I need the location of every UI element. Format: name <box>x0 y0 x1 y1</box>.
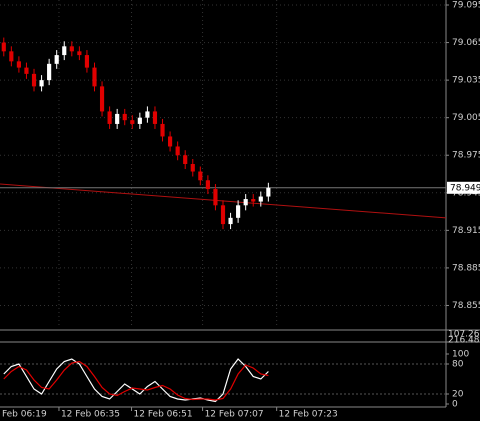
x-tick-label: 12 Feb 06:19 <box>0 410 47 420</box>
candle-body <box>16 61 21 68</box>
candle-body <box>107 111 112 124</box>
y-tick-label: 80 <box>452 360 464 370</box>
candle-body <box>243 199 248 206</box>
candle-body <box>99 86 105 112</box>
x-tick-label: 12 Feb 06:51 <box>134 410 193 420</box>
x-tick-label: 12 Feb 06:35 <box>61 410 120 420</box>
candle-body <box>258 196 263 202</box>
y-tick-label: 0 <box>452 400 458 410</box>
candle-body <box>205 180 210 190</box>
candle-body <box>31 73 37 87</box>
y-tick-label: 20 <box>452 390 464 400</box>
candle-body <box>198 171 203 181</box>
panel-label: 216.482 <box>448 336 480 346</box>
candle-body <box>168 136 173 147</box>
oscillator-line <box>3 358 269 403</box>
candle-body <box>266 187 271 197</box>
oscillator-line <box>3 360 269 401</box>
candle-body <box>9 51 14 62</box>
candle-body <box>183 155 188 164</box>
candle-body <box>62 46 67 56</box>
y-tick-label: 78.915 <box>452 226 480 236</box>
y-tick-label: 78.885 <box>452 263 480 273</box>
candle-body <box>1 42 6 52</box>
price-label: 78.949 <box>450 183 480 193</box>
candle-body <box>69 46 74 52</box>
y-tick-label: 79.035 <box>452 76 480 86</box>
y-tick-label: 78.975 <box>452 151 480 161</box>
candle-body <box>47 63 52 81</box>
candle-body <box>77 51 82 56</box>
candle-body <box>190 164 195 172</box>
candle-body <box>220 205 226 225</box>
candle-body <box>130 120 135 124</box>
y-tick-label: 78.855 <box>452 301 480 311</box>
x-tick-label: 12 Feb 07:23 <box>279 410 338 420</box>
candle-body <box>24 67 29 74</box>
candle-body <box>54 55 59 64</box>
candle-body <box>84 55 90 68</box>
candle-body <box>39 80 44 87</box>
candle-body <box>236 205 241 218</box>
candle-body <box>122 113 127 121</box>
candle-body <box>115 113 120 124</box>
candle-body <box>145 111 150 118</box>
price-box <box>447 181 480 194</box>
candle-body <box>228 217 233 225</box>
x-tick-label: 12 Feb 07:07 <box>205 410 264 420</box>
candle-body <box>251 199 256 202</box>
candle-body <box>213 189 218 206</box>
y-tick-label: 79.095 <box>452 1 480 11</box>
panel-label: 107.262 <box>448 330 480 340</box>
candle-body <box>152 111 158 124</box>
candle-body <box>175 146 180 156</box>
candle-body <box>160 123 165 137</box>
candle-body <box>137 117 142 124</box>
candle-body <box>92 67 97 87</box>
y-tick-label: 79.005 <box>452 113 480 123</box>
y-tick-label: 100 <box>452 350 469 360</box>
y-tick-label: 79.065 <box>452 38 480 48</box>
